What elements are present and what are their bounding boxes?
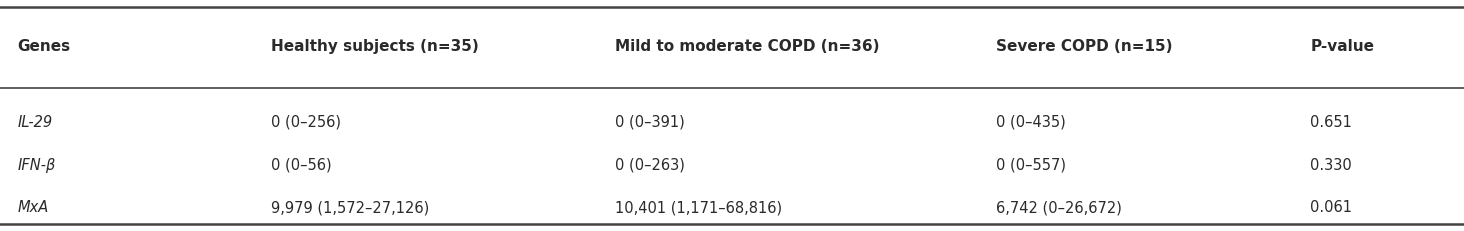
Text: 9,979 (1,572–27,126): 9,979 (1,572–27,126) (271, 201, 429, 215)
Text: 6,742 (0–26,672): 6,742 (0–26,672) (996, 201, 1121, 215)
Text: IL-29: IL-29 (18, 115, 53, 130)
Text: 0.061: 0.061 (1310, 201, 1353, 215)
Text: Mild to moderate COPD (n=36): Mild to moderate COPD (n=36) (615, 39, 880, 54)
Text: P-value: P-value (1310, 39, 1375, 54)
Text: IFN-β: IFN-β (18, 158, 56, 173)
Text: 0 (0–391): 0 (0–391) (615, 115, 685, 130)
Text: 0 (0–435): 0 (0–435) (996, 115, 1066, 130)
Text: 0 (0–557): 0 (0–557) (996, 158, 1066, 173)
Text: 0 (0–56): 0 (0–56) (271, 158, 331, 173)
Text: 0 (0–256): 0 (0–256) (271, 115, 341, 130)
Text: 0 (0–263): 0 (0–263) (615, 158, 685, 173)
Text: Genes: Genes (18, 39, 70, 54)
Text: 0.651: 0.651 (1310, 115, 1353, 130)
Text: Healthy subjects (n=35): Healthy subjects (n=35) (271, 39, 479, 54)
Text: MxA: MxA (18, 201, 48, 215)
Text: Severe COPD (n=15): Severe COPD (n=15) (996, 39, 1173, 54)
Text: 0.330: 0.330 (1310, 158, 1353, 173)
Text: 10,401 (1,171–68,816): 10,401 (1,171–68,816) (615, 201, 782, 215)
